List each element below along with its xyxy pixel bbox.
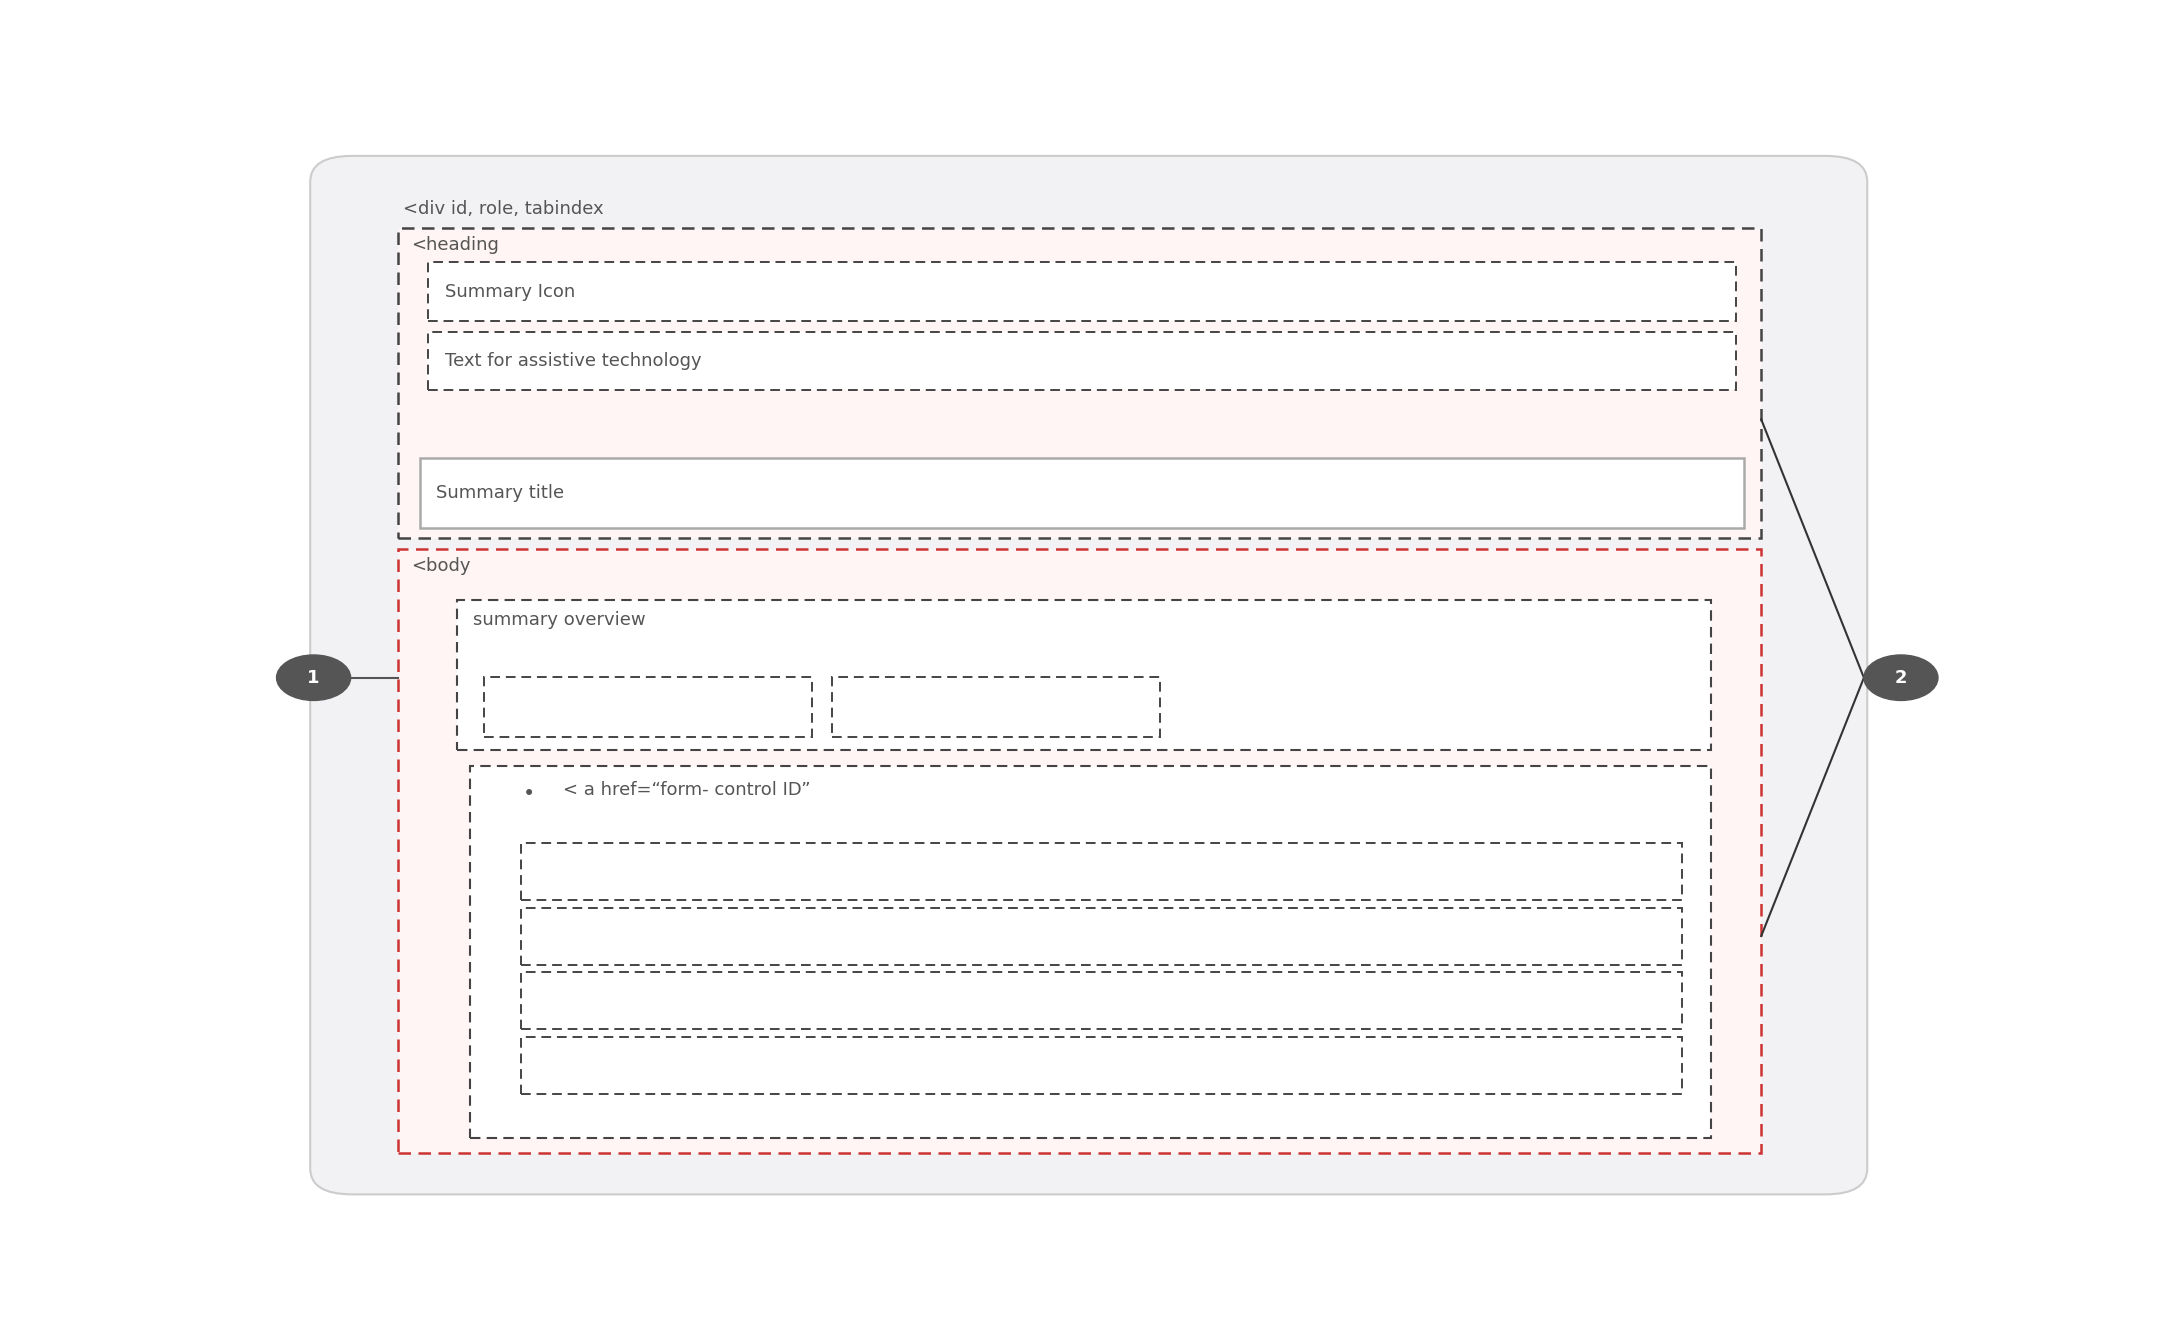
Text: <div id, role, tabindex: <div id, role, tabindex	[402, 200, 604, 219]
Circle shape	[276, 655, 350, 701]
Text: Summary title: Summary title	[437, 483, 565, 502]
Text: <body: <body	[411, 557, 471, 574]
Text: Form Control Label:: Form Control Label:	[536, 992, 715, 1009]
FancyBboxPatch shape	[484, 676, 812, 737]
Text: summary overview: summary overview	[473, 611, 645, 628]
FancyBboxPatch shape	[521, 909, 1681, 965]
Text: •: •	[523, 784, 534, 804]
FancyBboxPatch shape	[428, 331, 1735, 391]
Text: 2: 2	[1894, 668, 1907, 687]
Text: Number of issues: Number of issues	[917, 698, 1075, 715]
Circle shape	[1864, 655, 1937, 701]
Text: Text for assistive technology: Text for assistive technology	[445, 352, 702, 370]
FancyBboxPatch shape	[521, 1037, 1681, 1094]
FancyBboxPatch shape	[419, 458, 1744, 527]
FancyBboxPatch shape	[428, 262, 1735, 321]
FancyBboxPatch shape	[311, 156, 1868, 1194]
Text: 1: 1	[306, 668, 319, 687]
FancyBboxPatch shape	[521, 972, 1681, 1029]
Text: Optional Form Control status icon: Optional Form Control status icon	[536, 863, 841, 880]
FancyBboxPatch shape	[521, 843, 1681, 900]
Text: Form Control validation notification: Form Control validation notification	[536, 1056, 856, 1075]
Text: < a href=“form- control ID”: < a href=“form- control ID”	[563, 781, 810, 798]
Text: Summary Icon: Summary Icon	[445, 283, 576, 301]
FancyBboxPatch shape	[469, 765, 1712, 1138]
FancyBboxPatch shape	[832, 676, 1160, 737]
FancyBboxPatch shape	[456, 600, 1712, 750]
FancyBboxPatch shape	[397, 549, 1761, 1153]
Text: <heading: <heading	[411, 236, 500, 255]
Text: Requested action: Requested action	[569, 698, 725, 715]
Text: Text for assistive technology: Text for assistive technology	[536, 927, 795, 946]
FancyBboxPatch shape	[397, 228, 1761, 538]
Text: <list: <list	[473, 769, 515, 786]
